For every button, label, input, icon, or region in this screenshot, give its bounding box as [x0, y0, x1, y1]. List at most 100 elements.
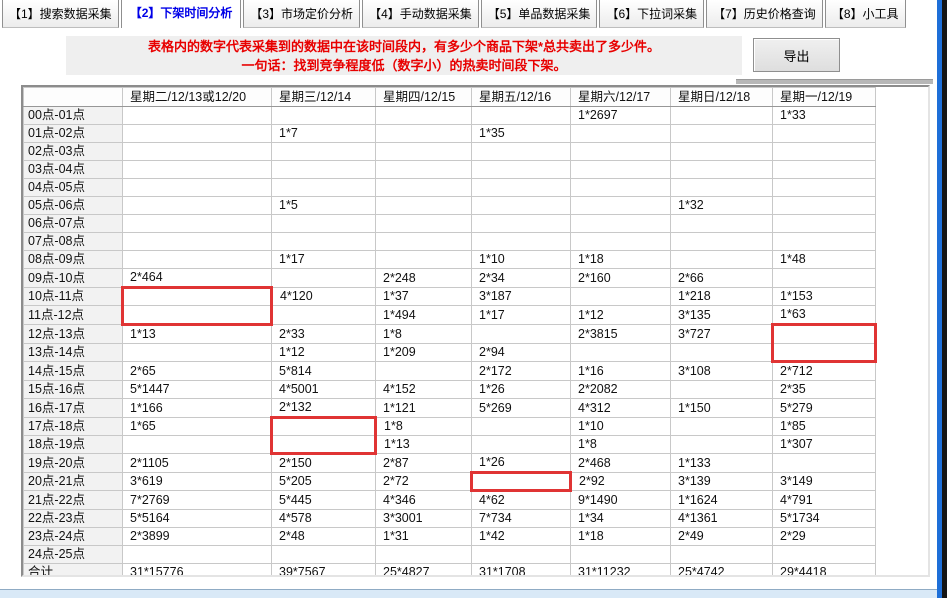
- table-cell[interactable]: [471, 435, 571, 454]
- table-cell[interactable]: [471, 106, 571, 125]
- table-cell[interactable]: 5*1447: [122, 380, 272, 399]
- table-cell[interactable]: [271, 305, 376, 325]
- table-cell[interactable]: [772, 196, 876, 215]
- table-cell[interactable]: [670, 106, 773, 125]
- table-cell[interactable]: 1*121: [375, 398, 472, 418]
- grid-container[interactable]: 星期二/12/13或12/20 星期三/12/14 星期四/12/15 星期五/12/…: [21, 85, 930, 577]
- table-cell[interactable]: [375, 214, 472, 233]
- table-cell[interactable]: [375, 142, 472, 161]
- table-cell[interactable]: 1*37: [375, 287, 472, 306]
- table-cell[interactable]: [772, 545, 876, 564]
- table-cell[interactable]: [772, 178, 876, 197]
- table-cell[interactable]: 2*712: [772, 361, 876, 381]
- tab-8[interactable]: 【8】小工具: [824, 0, 906, 28]
- table-cell[interactable]: 4*312: [570, 398, 671, 418]
- row-header[interactable]: 20点-21点: [23, 472, 123, 491]
- export-button[interactable]: 导出: [753, 38, 840, 72]
- table-cell[interactable]: [471, 142, 571, 161]
- table-cell[interactable]: 31*15776: [122, 563, 272, 575]
- table-cell[interactable]: [471, 324, 571, 344]
- table-cell[interactable]: 1*34: [570, 509, 671, 528]
- table-cell[interactable]: 4*152: [375, 380, 472, 399]
- table-cell[interactable]: 2*132: [271, 398, 376, 418]
- highlighted-cell[interactable]: [470, 471, 572, 492]
- row-header[interactable]: 00点-01点: [23, 106, 123, 125]
- corner-header[interactable]: [23, 87, 123, 107]
- table-cell[interactable]: 2*3899: [122, 527, 272, 546]
- table-cell[interactable]: 1*8: [570, 435, 671, 454]
- table-cell[interactable]: [670, 545, 773, 564]
- table-cell[interactable]: 2*66: [670, 268, 773, 288]
- table-cell[interactable]: [375, 178, 472, 197]
- table-cell[interactable]: [471, 196, 571, 215]
- table-cell[interactable]: 1*63: [772, 305, 876, 325]
- table-cell[interactable]: 1*17: [471, 305, 571, 325]
- table-cell[interactable]: [122, 178, 272, 197]
- table-cell[interactable]: [772, 142, 876, 161]
- table-cell[interactable]: 2*48: [271, 527, 376, 546]
- row-header[interactable]: 合计: [23, 563, 123, 575]
- row-header[interactable]: 13点-14点: [23, 343, 123, 362]
- table-cell[interactable]: 2*2082: [570, 380, 671, 399]
- row-header[interactable]: 19点-20点: [23, 453, 123, 473]
- table-cell[interactable]: 2*72: [375, 472, 472, 491]
- column-header[interactable]: 星期五/12/16: [471, 87, 571, 107]
- table-cell[interactable]: 1*65: [122, 417, 272, 436]
- table-cell[interactable]: [670, 232, 773, 251]
- table-cell[interactable]: 1*12: [570, 305, 671, 325]
- table-cell[interactable]: 3*727: [670, 324, 773, 344]
- row-header[interactable]: 18点-19点: [23, 435, 123, 454]
- table-cell[interactable]: 1*1624: [670, 490, 773, 510]
- row-header[interactable]: 21点-22点: [23, 490, 123, 510]
- table-cell[interactable]: 1*150: [670, 398, 773, 418]
- table-cell[interactable]: 2*87: [375, 453, 472, 473]
- table-cell[interactable]: [471, 232, 571, 251]
- row-header[interactable]: 24点-25点: [23, 545, 123, 564]
- column-header[interactable]: 星期四/12/15: [375, 87, 472, 107]
- table-cell[interactable]: 1*8: [375, 324, 472, 344]
- table-cell[interactable]: [471, 160, 571, 179]
- table-cell[interactable]: [471, 214, 571, 233]
- table-cell[interactable]: 1*48: [772, 250, 876, 269]
- table-cell[interactable]: 4*791: [772, 490, 876, 510]
- table-cell[interactable]: [570, 545, 671, 564]
- table-cell[interactable]: 4*120: [271, 287, 376, 306]
- table-cell[interactable]: 4*5001: [271, 380, 376, 399]
- table-cell[interactable]: 25*4742: [670, 563, 773, 575]
- table-cell[interactable]: [375, 106, 472, 125]
- row-header[interactable]: 01点-02点: [23, 124, 123, 143]
- table-cell[interactable]: 1*218: [670, 287, 773, 306]
- table-cell[interactable]: 3*619: [122, 472, 272, 491]
- table-cell[interactable]: [375, 196, 472, 215]
- table-cell[interactable]: 3*3001: [375, 509, 472, 528]
- highlighted-cell[interactable]: [771, 323, 877, 344]
- tab-1[interactable]: 【1】搜索数据采集: [2, 0, 119, 28]
- table-cell[interactable]: [122, 106, 272, 125]
- table-cell[interactable]: 31*1708: [471, 563, 571, 575]
- column-header[interactable]: 星期一/12/19: [772, 87, 876, 107]
- row-header[interactable]: 05点-06点: [23, 196, 123, 215]
- table-cell[interactable]: [670, 142, 773, 161]
- highlighted-cell[interactable]: [771, 343, 877, 363]
- table-cell[interactable]: [122, 250, 272, 269]
- table-cell[interactable]: 2*94: [471, 343, 571, 362]
- table-cell[interactable]: 1*18: [570, 250, 671, 269]
- highlighted-cell[interactable]: [270, 435, 377, 455]
- highlighted-cell[interactable]: [270, 416, 377, 436]
- table-cell[interactable]: [570, 160, 671, 179]
- table-cell[interactable]: 3*187: [471, 287, 571, 306]
- table-cell[interactable]: 5*1734: [772, 509, 876, 528]
- table-cell[interactable]: 4*346: [375, 490, 472, 510]
- table-cell[interactable]: [375, 250, 472, 269]
- table-cell[interactable]: [271, 142, 376, 161]
- table-cell[interactable]: [122, 343, 272, 362]
- table-cell[interactable]: 2*92: [570, 472, 671, 491]
- table-cell[interactable]: 25*4827: [375, 563, 472, 575]
- table-cell[interactable]: [670, 160, 773, 179]
- table-cell[interactable]: 2*33: [271, 324, 376, 344]
- table-cell[interactable]: 1*26: [471, 380, 571, 399]
- highlighted-cell[interactable]: [121, 305, 273, 326]
- table-cell[interactable]: 1*209: [375, 343, 472, 362]
- table-cell[interactable]: [271, 545, 376, 564]
- row-header[interactable]: 22点-23点: [23, 509, 123, 528]
